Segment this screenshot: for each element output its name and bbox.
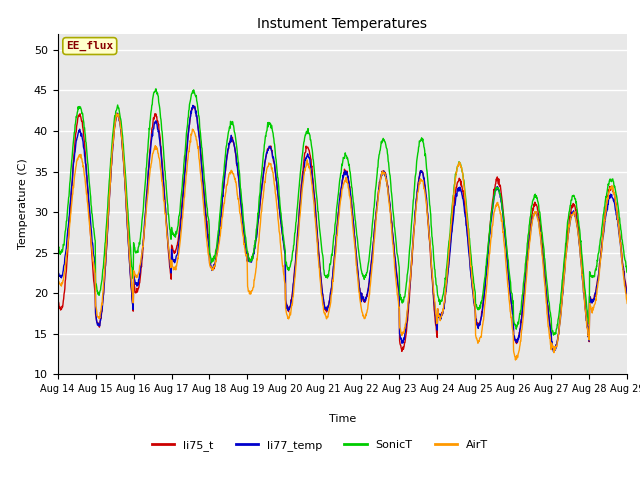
Legend: li75_t, li77_temp, SonicT, AirT: li75_t, li77_temp, SonicT, AirT (148, 435, 492, 455)
X-axis label: Time: Time (329, 414, 356, 423)
Title: Instument Temperatures: Instument Temperatures (257, 17, 428, 31)
Y-axis label: Temperature (C): Temperature (C) (18, 158, 28, 250)
Text: EE_flux: EE_flux (66, 41, 113, 51)
